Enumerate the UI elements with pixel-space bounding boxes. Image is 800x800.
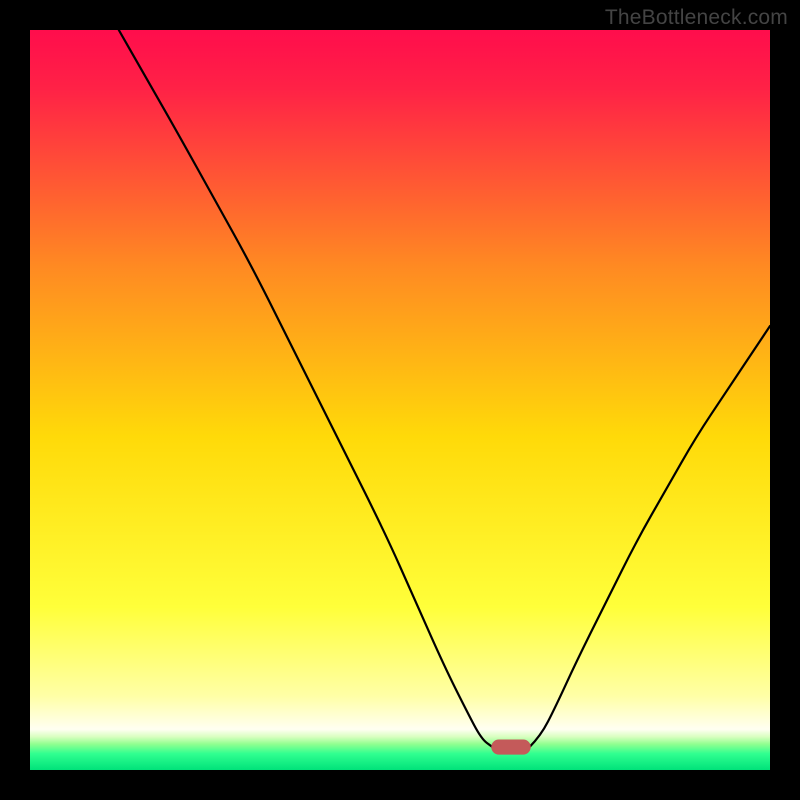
chart-container: TheBottleneck.com bbox=[0, 0, 800, 800]
watermark-text: TheBottleneck.com bbox=[605, 6, 788, 30]
plot-area bbox=[30, 30, 770, 770]
optimal-marker bbox=[492, 740, 530, 754]
bottleneck-chart bbox=[0, 0, 800, 800]
